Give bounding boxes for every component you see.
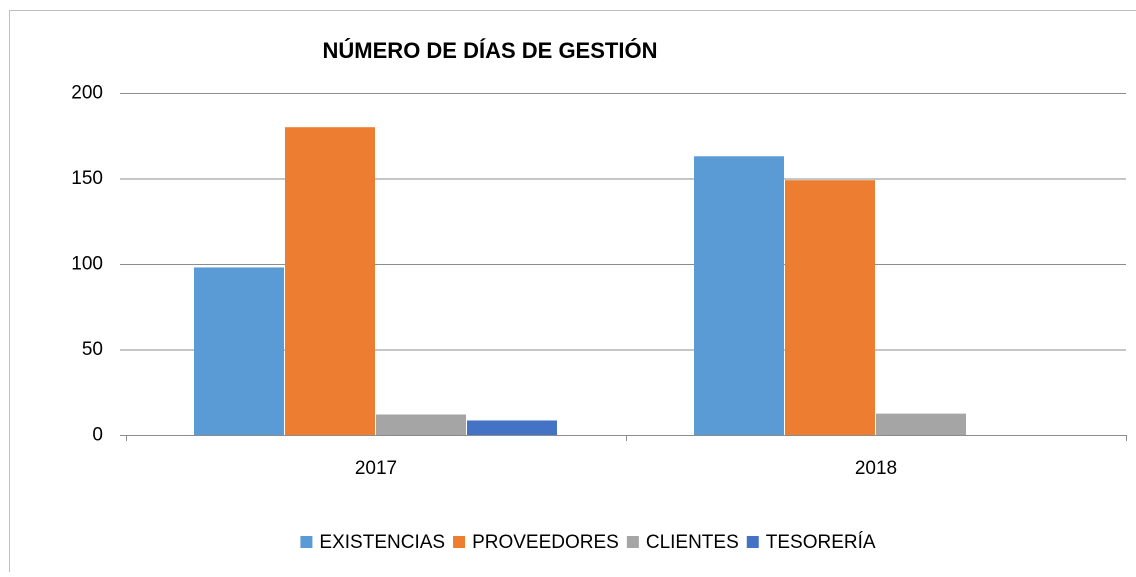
bar: [467, 420, 557, 435]
bar: [285, 127, 375, 435]
y-tick-label: 0: [92, 425, 103, 446]
y-tick-label: 50: [82, 339, 103, 360]
chart-frame: [10, 11, 1136, 573]
legend-label: CLIENTES: [646, 532, 739, 553]
x-tick-label: 2017: [355, 458, 397, 479]
legend-label: TESORERÍA: [766, 532, 876, 553]
bar: [876, 414, 966, 435]
chart-title: NÚMERO DE DÍAS DE GESTIÓN: [323, 38, 658, 63]
y-tick-label: 200: [71, 83, 103, 104]
legend-label: PROVEEDORES: [472, 532, 619, 553]
legend-swatch: [627, 536, 639, 548]
y-tick-label: 100: [71, 254, 103, 275]
x-tick-label: 2018: [855, 458, 897, 479]
bar: [785, 180, 875, 435]
y-tick-label: 150: [71, 168, 103, 189]
bar: [376, 414, 466, 435]
bar: [194, 267, 284, 435]
bar: [694, 156, 784, 435]
legend-swatch: [300, 536, 312, 548]
legend-swatch: [453, 536, 465, 548]
legend-label: EXISTENCIAS: [319, 532, 445, 553]
legend-swatch: [747, 536, 759, 548]
